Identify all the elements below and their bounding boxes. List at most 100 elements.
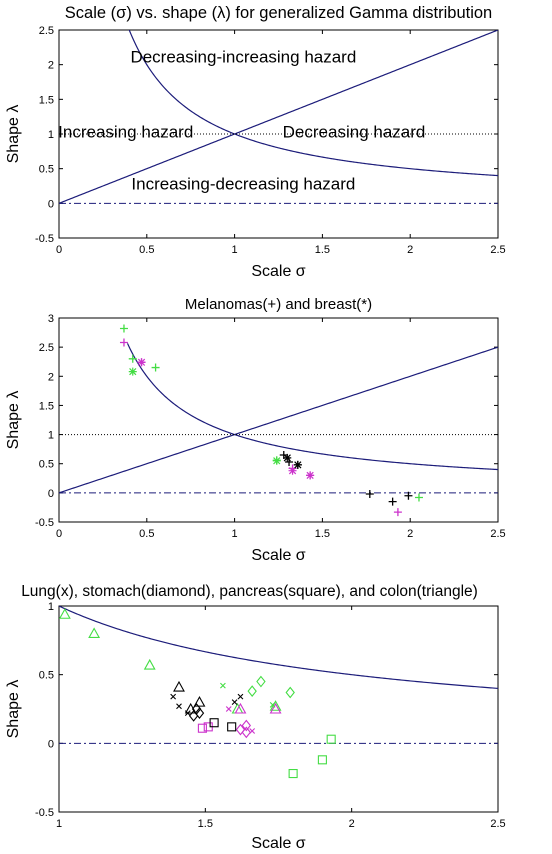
- diamond-marker: [235, 723, 246, 736]
- plot-area: [59, 324, 498, 517]
- y-tick-label: 1.5: [39, 94, 54, 106]
- axes-box: [58, 605, 499, 813]
- star-marker: [293, 460, 302, 469]
- y-tick-label: 1: [48, 430, 54, 442]
- y-tick-label: 0: [48, 738, 54, 750]
- x-marker: [225, 706, 232, 712]
- x-tick-label: 2: [407, 244, 413, 256]
- x-tick-label: 2: [349, 818, 355, 830]
- x-tick-label: 0.5: [139, 244, 154, 256]
- y-tick-label: 0.5: [39, 459, 54, 471]
- axes-box: [58, 317, 499, 523]
- x-tick-label: 0: [56, 244, 62, 256]
- x-axis-label: Scale σ: [251, 263, 305, 280]
- diamond-marker: [241, 719, 252, 732]
- triangle-marker: [88, 627, 101, 639]
- y-tick-label: 0.5: [39, 670, 54, 682]
- star-marker: [137, 358, 146, 367]
- x-tick-label: 0.5: [139, 528, 154, 540]
- y-tick-label: 3: [48, 313, 54, 325]
- x-tick-label: 1: [232, 244, 238, 256]
- y-tick-label: 0.5: [39, 164, 54, 176]
- region-annotation: Increasing hazard: [58, 122, 193, 141]
- x-tick-label: 0: [56, 528, 62, 540]
- diamond-marker: [247, 685, 257, 698]
- chart-panel-1: Scale (σ) vs. shape (λ) for generalized …: [5, 4, 506, 280]
- square-marker: [197, 723, 207, 733]
- x-tick-label: 1.5: [315, 528, 330, 540]
- y-tick-label: -0.5: [35, 517, 54, 529]
- diamond-marker: [285, 686, 295, 699]
- y-tick-label: 1: [48, 601, 54, 613]
- x-marker: [269, 701, 276, 708]
- y-tick-label: 1: [48, 129, 54, 141]
- x-tick-label: 1: [232, 528, 238, 540]
- square-marker: [227, 722, 237, 732]
- x-tick-label: 1.5: [198, 818, 213, 830]
- star-marker: [283, 453, 292, 462]
- curve-lambda-equals-inverse-sigma: [59, 606, 498, 689]
- triangle-marker: [234, 702, 247, 714]
- chart-title: Melanomas(+) and breast(*): [185, 296, 372, 313]
- plot-area: [59, 30, 498, 204]
- plus-marker: [393, 508, 402, 517]
- y-tick-label: 2.5: [39, 25, 54, 37]
- x-marker: [176, 703, 182, 710]
- triangle-marker: [59, 608, 71, 619]
- plus-marker: [414, 493, 423, 502]
- chart-title: Lung(x), stomach(diamond), pancreas(squa…: [21, 583, 478, 600]
- plot-area: [59, 606, 498, 779]
- star-marker: [306, 471, 315, 480]
- y-tick-label: 2: [48, 371, 54, 383]
- triangle-marker: [143, 658, 156, 670]
- y-tick-label: 2: [48, 60, 54, 72]
- x-tick-label: 2.5: [490, 244, 505, 256]
- plus-marker: [119, 338, 128, 347]
- line-lambda-equals-sigma: [59, 30, 498, 204]
- region-annotation: Increasing-decreasing hazard: [131, 174, 355, 193]
- y-tick-label: -0.5: [35, 233, 54, 245]
- chart-panel-2: Melanomas(+) and breast(*) 0 0.5 1 1.5 2 2.5 -0…: [5, 296, 506, 564]
- y-tick-label: -0.5: [35, 807, 54, 819]
- x-marker: [184, 710, 191, 717]
- chart-title: Scale (σ) vs. shape (λ) for generalized …: [65, 4, 492, 22]
- x-tick-label: 1.5: [315, 244, 330, 256]
- triangle-marker: [173, 680, 185, 692]
- x-tick-label: 2: [407, 528, 413, 540]
- plus-marker: [128, 354, 137, 363]
- x-tick-label: 1: [56, 818, 62, 830]
- plus-marker: [365, 490, 374, 499]
- square-marker: [326, 734, 336, 744]
- star-marker: [128, 367, 137, 376]
- y-tick-label: 1.5: [39, 400, 54, 412]
- line-lambda-equals-sigma: [59, 346, 498, 494]
- x-marker: [170, 693, 177, 700]
- triangle-marker: [193, 696, 206, 707]
- square-marker: [288, 768, 298, 779]
- y-tick-label: 0: [48, 488, 54, 500]
- triangle-marker: [269, 702, 282, 714]
- square-marker: [317, 755, 327, 765]
- star-marker: [272, 456, 281, 465]
- plus-marker: [388, 497, 397, 506]
- x-tick-label: 2.5: [490, 818, 505, 830]
- plus-marker: [404, 491, 413, 500]
- y-axis-label: Shape λ: [5, 391, 22, 450]
- y-tick-label: 0: [48, 198, 54, 210]
- x-marker: [231, 699, 238, 706]
- plus-marker: [119, 324, 128, 333]
- y-tick-label: 2.5: [39, 342, 54, 354]
- diamond-marker: [241, 726, 252, 739]
- x-marker: [237, 693, 244, 700]
- plus-marker: [151, 363, 160, 372]
- x-marker: [220, 682, 226, 689]
- diamond-marker: [194, 707, 205, 720]
- x-axis-label: Scale σ: [251, 547, 305, 564]
- x-axis-label: Scale σ: [251, 835, 305, 852]
- curve-lambda-equals-inverse-sigma: [126, 343, 498, 471]
- diamond-marker: [256, 675, 266, 688]
- square-marker: [209, 718, 219, 728]
- star-marker: [288, 466, 297, 475]
- region-annotation: Decreasing-increasing hazard: [130, 48, 356, 67]
